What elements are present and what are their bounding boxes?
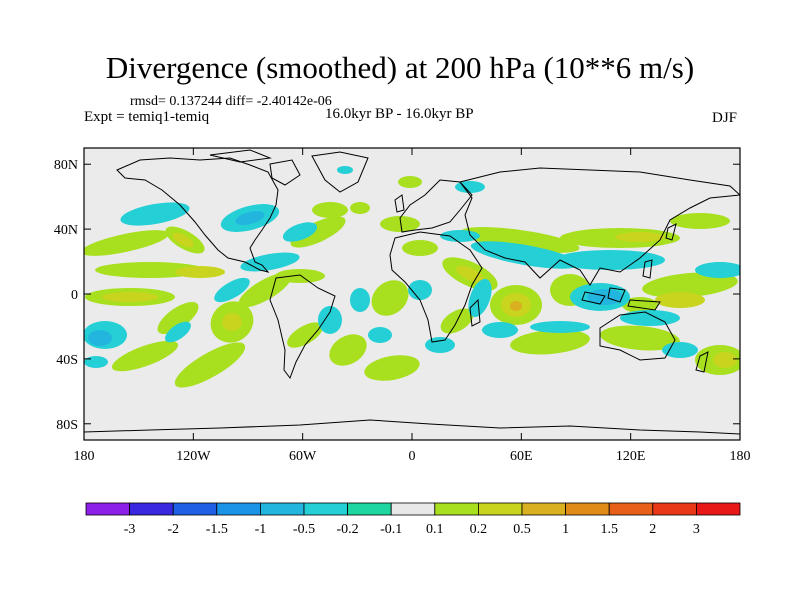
colorbar-label: 0.1 — [426, 522, 444, 537]
colorbar-label: -0.5 — [293, 522, 315, 537]
lat-tick-label: 40S — [56, 353, 78, 368]
colorbar-swatch — [565, 502, 610, 516]
colorbar-swatch — [347, 502, 392, 516]
colorbar-swatch — [652, 502, 697, 516]
colorbar-label: 3 — [693, 522, 700, 537]
colorbar-swatch — [259, 502, 305, 516]
colorbar-swatch — [608, 502, 654, 516]
latitude-axis: 80N 40N 0 40S 80S — [54, 158, 740, 433]
colorbar-swatch — [521, 502, 566, 516]
colorbar-label: 1 — [562, 522, 569, 537]
colorbar-label: -3 — [124, 522, 136, 537]
lat-tick-label: 0 — [71, 288, 78, 303]
colorbar-label: 2 — [649, 522, 656, 537]
lon-tick-label: 60W — [289, 449, 317, 464]
colorbar-label: -0.1 — [380, 522, 402, 537]
colorbar-swatch — [129, 502, 174, 516]
colorbar-label: -1 — [255, 522, 267, 537]
colorbar-swatch — [85, 502, 130, 516]
lon-tick-label: 120E — [616, 449, 646, 464]
colorbar-label: 1.5 — [600, 522, 618, 537]
longitude-axis: 180 120W 60W 0 60E 120E 180 — [74, 148, 751, 464]
experiment-label: Expt = temiq1-temiq — [84, 109, 210, 125]
colorbar-swatch — [477, 502, 523, 516]
lon-tick-label: 0 — [409, 449, 416, 464]
colorbar-label: -2 — [167, 522, 179, 537]
colorbar-swatch — [696, 502, 741, 516]
map-title: Divergence (smoothed) at 200 hPa (10**6 … — [105, 50, 695, 85]
colorbar-swatch — [390, 502, 436, 516]
lat-tick-label: 80S — [56, 418, 78, 433]
lat-tick-label: 40N — [54, 223, 78, 238]
period-label: 16.0kyr BP - 16.0kyr BP — [325, 106, 474, 122]
colorbar: -3 -2 -1.5 -1 -0.5 -0.2 -0.1 0.1 0.2 0.5 1 1.5 2 3 — [85, 502, 741, 537]
colorbar-swatch — [172, 502, 218, 516]
colorbar-swatch — [216, 502, 261, 516]
lon-tick-label: 180 — [74, 449, 95, 464]
divergence-field — [84, 166, 740, 388]
lat-tick-label: 80N — [54, 158, 78, 173]
lon-tick-label: 60E — [510, 449, 533, 464]
colorbar-label: 0.5 — [513, 522, 531, 537]
colorbar-label: -1.5 — [206, 522, 228, 537]
lon-tick-label: 180 — [730, 449, 751, 464]
season-label: DJF — [712, 110, 738, 126]
lon-tick-label: 120W — [176, 449, 211, 464]
colorbar-swatch — [303, 502, 348, 516]
stats-label: rmsd= 0.137244 diff= -2.40142e-06 — [130, 94, 332, 109]
colorbar-label: -0.2 — [337, 522, 359, 537]
colorbar-label: 0.2 — [470, 522, 488, 537]
colorbar-swatch — [434, 502, 479, 516]
coastlines — [84, 149, 740, 435]
